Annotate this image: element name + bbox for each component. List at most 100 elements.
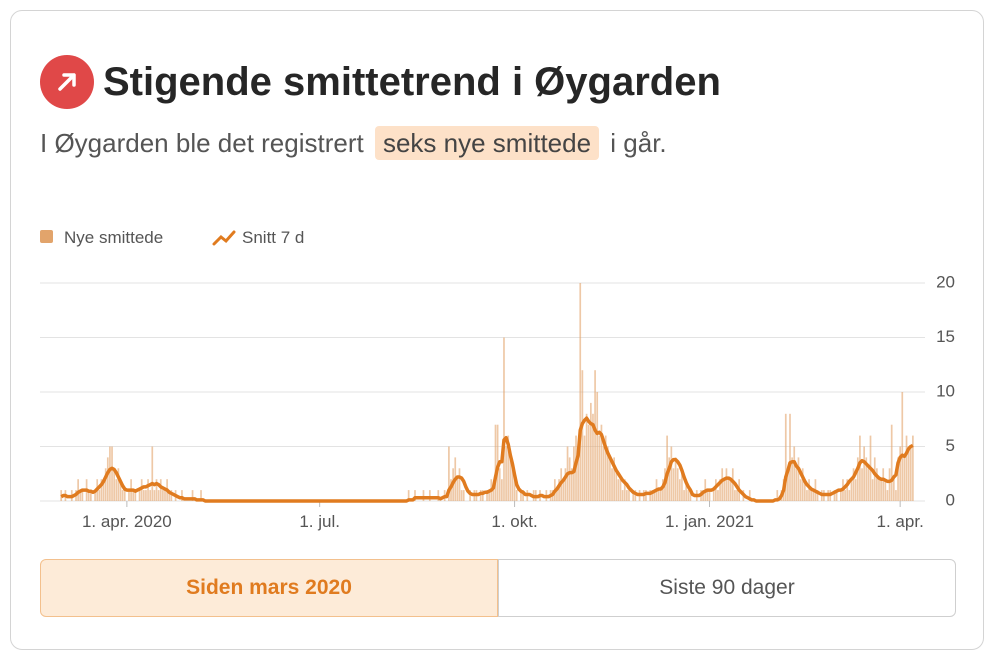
bar <box>903 457 906 501</box>
bar <box>670 446 673 501</box>
bar <box>602 446 605 501</box>
bar <box>628 490 630 501</box>
line <box>60 416 914 503</box>
bar <box>479 490 482 501</box>
bar <box>795 468 798 501</box>
bar <box>895 490 897 501</box>
bar <box>685 479 688 501</box>
bar <box>901 392 904 501</box>
bar <box>676 468 679 501</box>
bar <box>909 446 912 501</box>
bar <box>98 490 101 501</box>
bar <box>109 446 111 501</box>
bar <box>844 490 846 501</box>
bar <box>799 479 802 501</box>
subtitle-text: i går. <box>610 128 667 158</box>
bar <box>659 490 662 501</box>
bar <box>583 435 586 501</box>
bar <box>132 490 135 501</box>
tab-button[interactable]: Siden mars 2020 <box>40 559 498 617</box>
bar <box>617 479 620 501</box>
bar <box>666 435 668 501</box>
bar <box>157 490 160 501</box>
bar <box>422 490 425 501</box>
bar <box>886 490 889 501</box>
bar <box>164 490 166 501</box>
bar <box>649 490 652 501</box>
bar <box>87 490 90 501</box>
bar <box>104 468 107 501</box>
bar <box>687 490 690 501</box>
bar <box>600 424 603 501</box>
bar <box>731 468 734 501</box>
bar <box>689 490 692 501</box>
tab-button[interactable]: Siste 90 dager <box>498 559 956 617</box>
bar <box>458 468 461 501</box>
bar <box>123 490 126 501</box>
bar <box>876 468 878 501</box>
bar <box>462 490 465 501</box>
bar <box>897 457 899 501</box>
bar <box>683 490 685 501</box>
bar <box>856 457 859 501</box>
bar <box>833 490 836 501</box>
bar <box>808 479 810 501</box>
bar <box>626 490 628 501</box>
bar <box>708 490 711 501</box>
bar <box>145 490 147 501</box>
bar <box>564 468 567 501</box>
bar <box>486 490 488 501</box>
bar <box>717 490 719 501</box>
bar <box>106 457 109 501</box>
bar <box>121 490 124 501</box>
bar <box>505 446 507 501</box>
bar <box>437 490 440 501</box>
bar <box>736 490 738 501</box>
bar <box>606 446 609 501</box>
x-tick-label: 1. okt. <box>491 512 537 531</box>
bar <box>460 490 463 501</box>
bar <box>784 413 787 501</box>
bar <box>162 490 164 501</box>
bar <box>803 479 806 501</box>
bar <box>507 435 510 501</box>
bar <box>850 479 853 501</box>
bar <box>503 337 505 501</box>
bar <box>511 468 514 501</box>
bar <box>522 490 524 501</box>
bar <box>515 490 518 501</box>
bar <box>865 457 868 501</box>
bar <box>100 479 103 501</box>
bar <box>170 490 173 501</box>
bar <box>469 490 471 501</box>
subtitle: I Øygarden ble det registrert seks nye s… <box>40 126 667 160</box>
bar <box>153 490 156 501</box>
bar <box>570 468 573 501</box>
bar <box>871 479 874 501</box>
bar <box>181 490 183 501</box>
bar <box>776 490 779 501</box>
bar <box>448 446 450 501</box>
bar <box>816 490 819 501</box>
bar <box>558 479 560 501</box>
bar <box>723 479 726 501</box>
bar <box>168 490 171 501</box>
bar <box>706 490 709 501</box>
bar <box>450 479 452 501</box>
bar <box>880 479 882 501</box>
legend-label: Snitt 7 d <box>242 228 304 247</box>
bar <box>888 468 891 501</box>
bar <box>806 490 808 501</box>
bar <box>797 457 800 501</box>
bar <box>899 446 902 501</box>
bar <box>598 435 601 501</box>
bar <box>912 435 914 501</box>
y-tick-label: 20 <box>936 272 955 291</box>
bar <box>651 490 654 501</box>
x-tick-label: 1. jul. <box>299 512 340 531</box>
bar <box>428 490 431 501</box>
bar <box>793 446 796 501</box>
bar <box>611 468 613 501</box>
bar <box>77 479 79 501</box>
bar <box>577 446 579 501</box>
